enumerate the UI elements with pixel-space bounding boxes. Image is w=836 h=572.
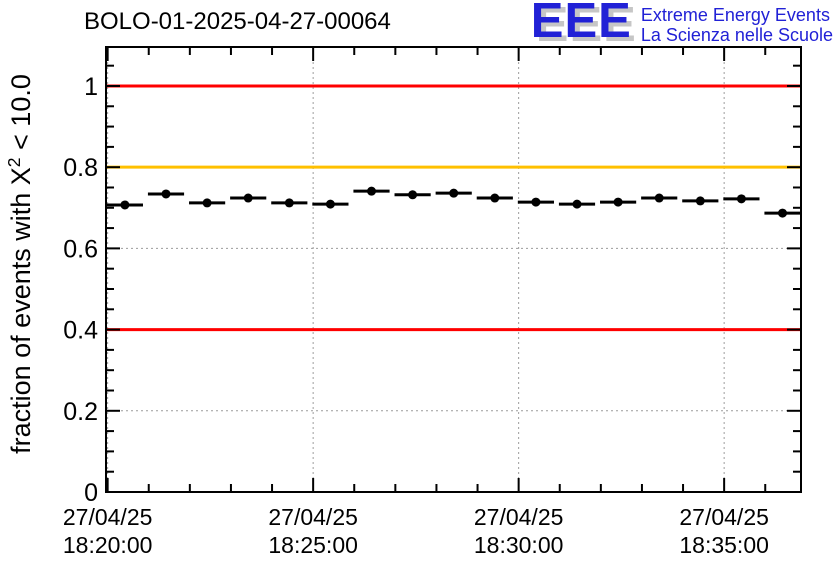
- x-tick-label-time-18:30:00: 18:30:00: [474, 532, 564, 558]
- data-point-13: [654, 193, 664, 203]
- y-tick-label-0.4: 0.4: [63, 317, 98, 345]
- data-point-1: [161, 189, 171, 199]
- y-tick-label-0.8: 0.8: [63, 154, 98, 182]
- data-point-9: [490, 193, 500, 203]
- data-point-8: [449, 188, 459, 198]
- data-point-16: [778, 208, 788, 218]
- plot-frame: [105, 46, 802, 493]
- eee-logo-acronym: EEE: [530, 0, 632, 48]
- x-tick-label-date-18:20:00: 27/04/25: [63, 504, 153, 530]
- y-tick-label-1: 1: [84, 73, 98, 101]
- data-point-5: [325, 199, 335, 209]
- data-point-11: [572, 199, 582, 209]
- eee-logo-line1: Extreme Energy Events: [640, 5, 830, 25]
- data-point-2: [202, 198, 212, 208]
- eee-logo-line2: La Scienza nelle Scuole: [640, 25, 833, 45]
- data-point-7: [408, 190, 418, 200]
- data-point-4: [284, 198, 294, 208]
- chart-title: BOLO-01-2025-04-27-00064: [84, 8, 391, 35]
- x-tick-label-date-18:35:00: 27/04/25: [679, 504, 769, 530]
- y-tick-label-0: 0: [84, 479, 98, 507]
- data-point-12: [613, 197, 623, 207]
- data-point-14: [695, 196, 705, 206]
- eee-logo: EEE Extreme Energy Events La Scienza nel…: [530, 0, 833, 48]
- y-tick-label-0.6: 0.6: [63, 235, 98, 263]
- eee-logo-text: Extreme Energy Events La Scienza nelle S…: [641, 5, 833, 45]
- data-point-10: [531, 197, 541, 207]
- y-tick-label-0.2: 0.2: [63, 398, 98, 426]
- x-tick-label-time-18:25:00: 18:25:00: [268, 532, 358, 558]
- data-point-15: [736, 194, 746, 204]
- data-point-6: [367, 186, 377, 196]
- x-tick-label-time-18:35:00: 18:35:00: [679, 532, 769, 558]
- data-point-3: [243, 193, 253, 203]
- x-tick-label-time-18:20:00: 18:20:00: [63, 532, 153, 558]
- x-tick-label-date-18:30:00: 27/04/25: [474, 504, 564, 530]
- data-point-0: [120, 200, 130, 210]
- x-tick-label-date-18:25:00: 27/04/25: [268, 504, 358, 530]
